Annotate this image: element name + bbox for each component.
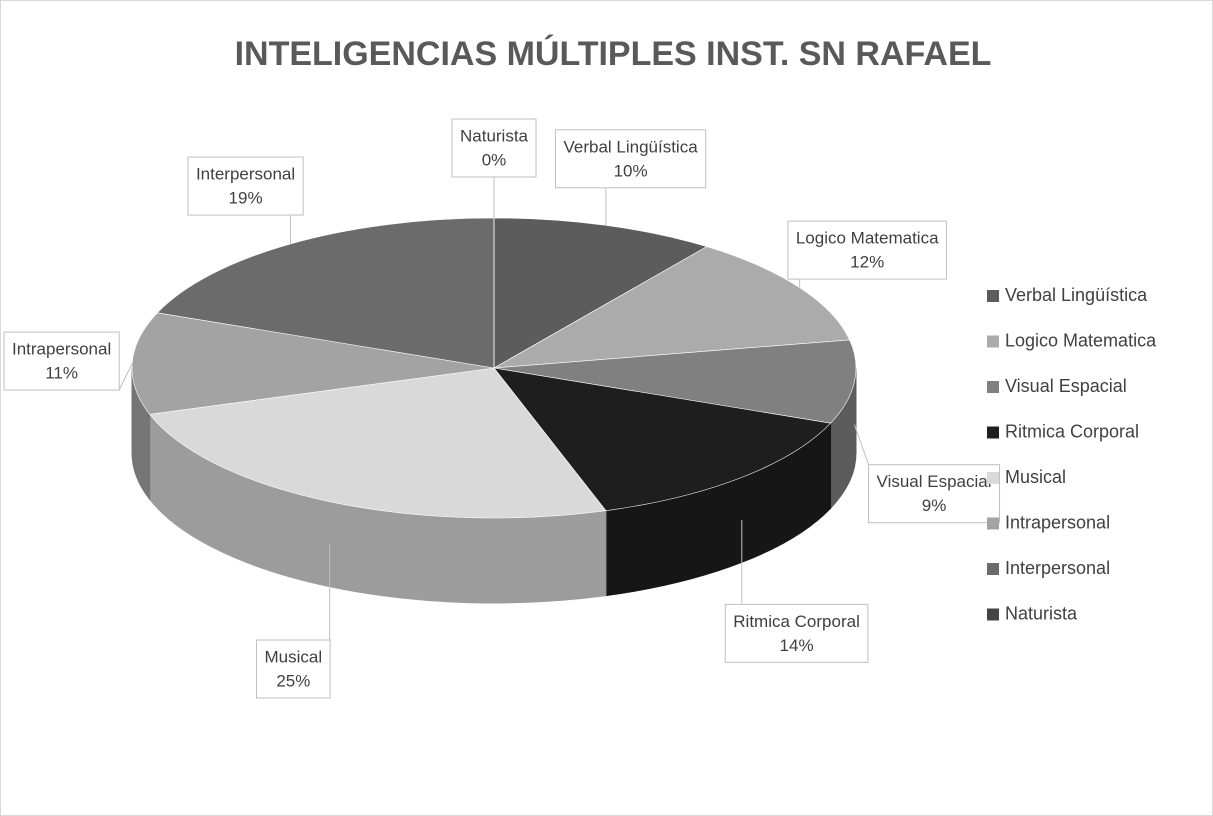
legend-swatch: [987, 563, 999, 575]
data-label: Ritmica Corporal 14%: [724, 603, 869, 663]
label-value: 25%: [276, 672, 310, 691]
label-box: [256, 639, 331, 699]
data-label: Naturista 0%: [451, 118, 537, 178]
legend-swatch: [987, 381, 999, 393]
data-label: Visual Espacial 9%: [868, 464, 1001, 524]
label-category: Logico Matematica: [796, 229, 939, 248]
label-category: Naturista: [460, 126, 529, 145]
legend-label: Logico Matematica: [1005, 330, 1157, 350]
label-value: 14%: [780, 636, 814, 655]
leader-line: [118, 363, 133, 391]
label-category: Visual Espacial: [877, 472, 992, 491]
legend-swatch: [987, 472, 999, 484]
label-category: Interpersonal: [196, 165, 295, 184]
slice: [493, 217, 708, 369]
label-box: [787, 220, 948, 280]
label-value: 12%: [850, 253, 884, 272]
data-label: Verbal Lingüística 10%: [554, 129, 707, 189]
label-value: 0%: [482, 150, 507, 169]
legend-label: Interpersonal: [1005, 558, 1110, 578]
label-box: [451, 118, 537, 178]
label-box: [554, 129, 707, 189]
legend-label: Visual Espacial: [1005, 376, 1127, 396]
legend-swatch: [987, 426, 999, 439]
label-value: 9%: [922, 496, 947, 515]
legend-label: Verbal Lingüística: [1005, 285, 1148, 305]
legend-swatch: [987, 290, 999, 302]
label-category: Ritmica Corporal: [733, 612, 860, 631]
label-value: 19%: [229, 189, 263, 208]
label-category: Intrapersonal: [12, 340, 111, 359]
legend-swatch: [987, 335, 999, 348]
data-label: Musical 25%: [256, 639, 331, 699]
label-category: Verbal Lingüística: [563, 137, 698, 156]
label-category: Musical: [265, 648, 323, 667]
data-label: Interpersonal 19%: [187, 156, 304, 216]
legend-swatch: [987, 608, 999, 621]
chart-title: INTELIGENCIAS MÚLTIPLES INST. SN RAFAEL: [235, 35, 992, 73]
leader-line: [853, 424, 870, 465]
legend-swatch: [987, 517, 999, 530]
label-value: 11%: [45, 364, 78, 383]
label-box: [3, 331, 120, 391]
legend-label: Musical: [1005, 467, 1066, 487]
label-box: [724, 603, 869, 663]
data-label: Logico Matematica 12%: [787, 220, 948, 280]
slice: [493, 339, 857, 424]
legend-label: Naturista: [1005, 603, 1078, 623]
label-box: [868, 464, 1001, 524]
slice: [149, 367, 607, 519]
label-value: 10%: [614, 161, 648, 180]
legend-label: Intrapersonal: [1005, 512, 1110, 532]
data-label: Intrapersonal 11%: [3, 331, 120, 391]
legend-label: Ritmica Corporal: [1005, 421, 1139, 441]
label-box: [187, 156, 304, 216]
